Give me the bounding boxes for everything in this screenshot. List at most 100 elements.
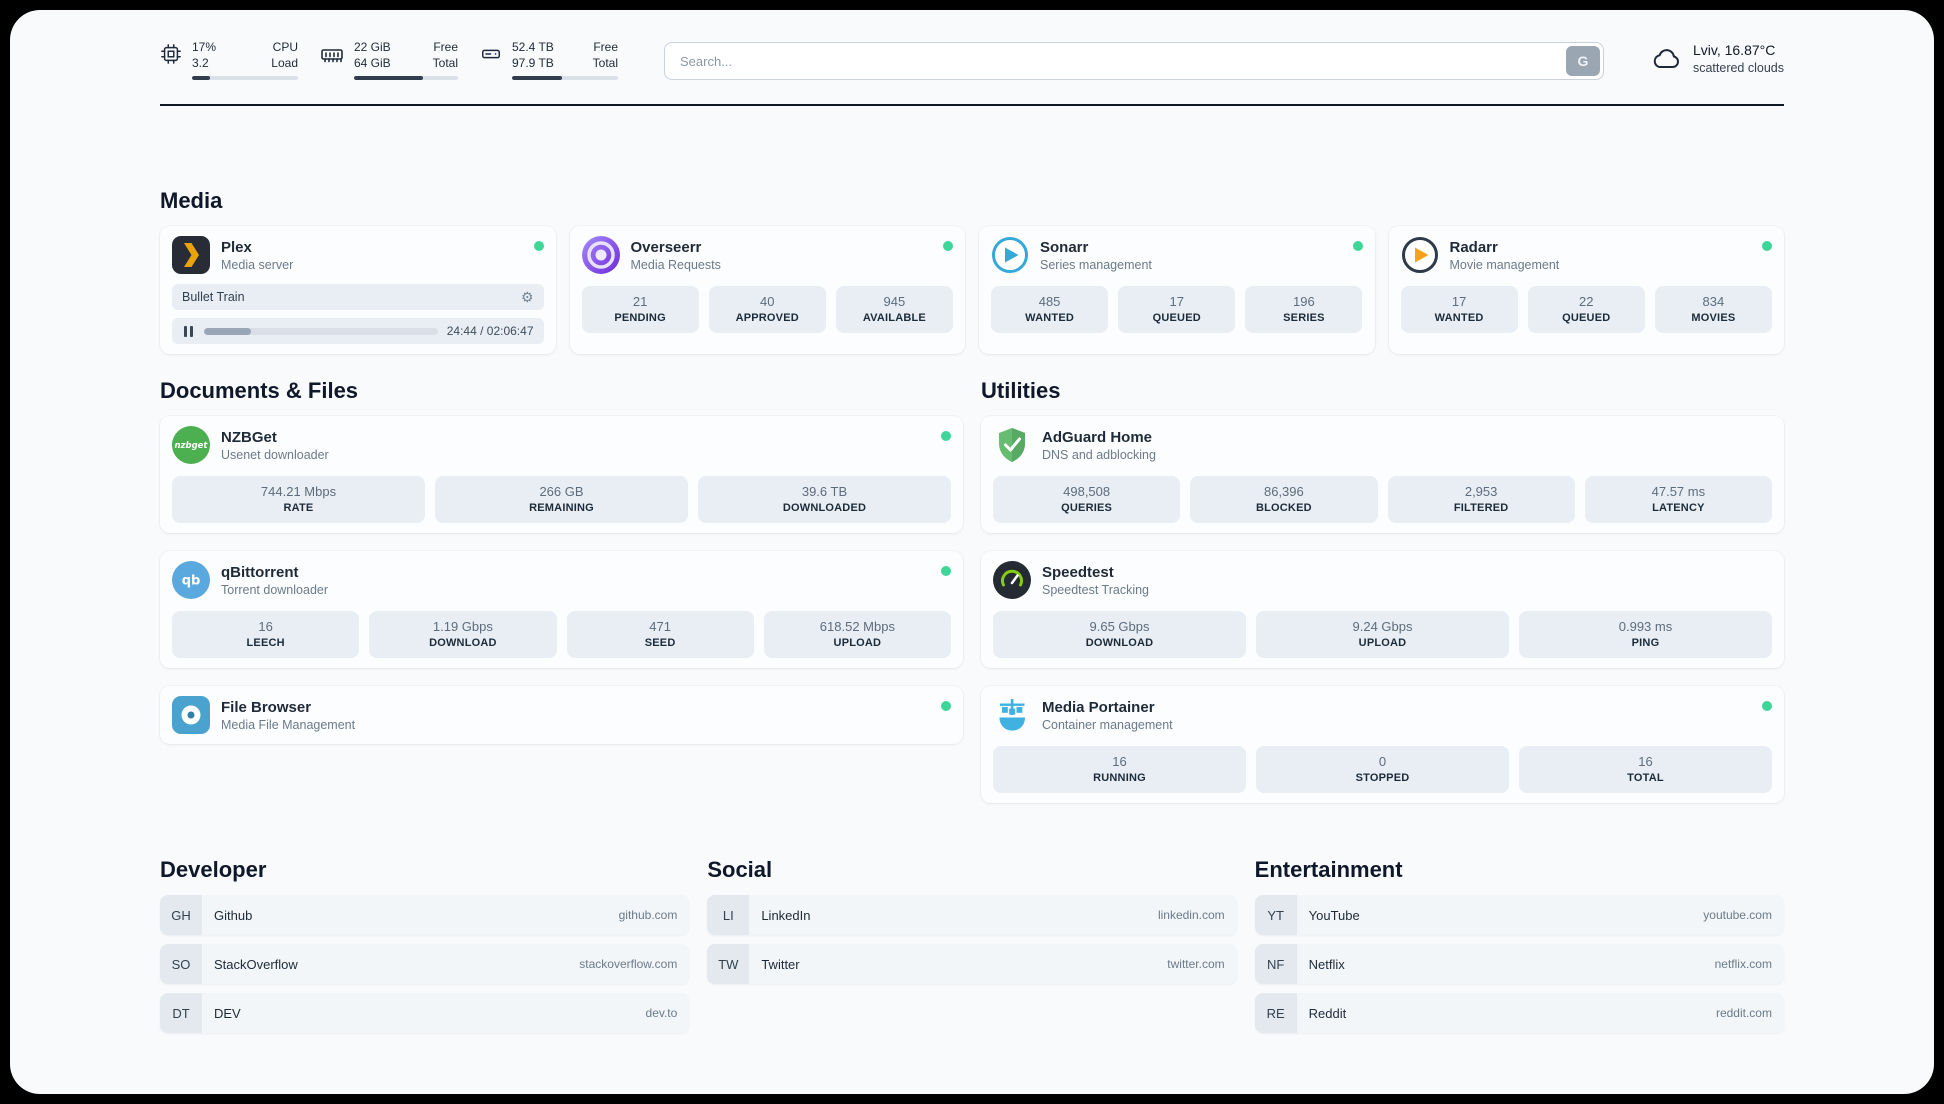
- bookmark-netflix[interactable]: NF Netflix netflix.com: [1254, 944, 1784, 985]
- stat-rate: 744.21 Mbps RATE: [172, 476, 425, 524]
- cpu-progress-fill: [192, 76, 211, 81]
- bookmark-name: StackOverflow: [214, 956, 298, 972]
- cpu-progress-track: [192, 76, 298, 81]
- stat-value: 39.6 TB: [801, 484, 848, 500]
- filebrowser-card[interactable]: File Browser Media File Management: [160, 686, 963, 745]
- bookmark-twitter[interactable]: TW Twitter twitter.com: [707, 944, 1237, 985]
- stat-value: 40: [760, 294, 775, 310]
- stats-row: 16 LEECH 1.19 Gbps DOWNLOAD 471 SEED 6: [172, 611, 951, 659]
- stat-label: MOVIES: [1691, 312, 1736, 325]
- radarr-card[interactable]: Radarr Movie management 17 WANTED 22 QUE…: [1388, 226, 1784, 355]
- stat-running: 16 RUNNING: [993, 746, 1246, 794]
- stat-label: DOWNLOADED: [782, 502, 867, 515]
- service-title: Media Portainer: [1042, 698, 1155, 716]
- speedtest-card[interactable]: Speedtest Speedtest Tracking 9.65 Gbps D…: [981, 551, 1784, 669]
- stat-value: 9.24 Gbps: [1352, 619, 1413, 635]
- plex-card[interactable]: Plex Media server Bullet Train ⚙: [160, 226, 556, 355]
- bookmark-abbr: SO: [160, 944, 202, 985]
- memory-progress-track: [354, 76, 458, 81]
- memory-total-label: Total: [432, 55, 458, 70]
- disk-icon: [482, 49, 500, 59]
- search-engine-button[interactable]: G: [1565, 46, 1600, 76]
- stat-value: 16: [1112, 754, 1127, 770]
- overseerr-card[interactable]: Overseerr Media Requests 21 PENDING 40 A…: [569, 226, 965, 355]
- stat-wanted: 17 WANTED: [1400, 286, 1518, 334]
- stat-seed: 471 SEED: [566, 611, 754, 659]
- filebrowser-icon: [172, 696, 210, 735]
- stat-downloaded: 39.6 TB DOWNLOADED: [698, 476, 951, 524]
- bookmark-github[interactable]: GH Github github.com: [160, 895, 690, 936]
- bookmark-youtube[interactable]: YT YouTube youtube.com: [1254, 895, 1784, 936]
- portainer-card[interactable]: Media Portainer Container management 16 …: [981, 686, 1784, 804]
- stat-available: 945 AVAILABLE: [835, 286, 953, 334]
- memory-total-value: 64 GiB: [354, 55, 391, 70]
- stats-row: 16 RUNNING 0 STOPPED 16 TOTAL: [993, 746, 1772, 794]
- dashboard-window: 17% 3.2 CPU Load: [10, 10, 1934, 1094]
- service-title: AdGuard Home: [1042, 428, 1153, 446]
- search-input[interactable]: [668, 53, 1566, 69]
- stat-pending: 21 PENDING: [581, 286, 699, 334]
- disk-total-value: 97.9 TB: [512, 55, 554, 70]
- stat-label: STOPPED: [1355, 772, 1410, 785]
- stat-leech: 16 LEECH: [172, 611, 360, 659]
- disk-progress-fill: [512, 76, 562, 81]
- speedtest-icon: [993, 561, 1031, 600]
- stat-label: BLOCKED: [1255, 502, 1312, 515]
- stat-stopped: 0 STOPPED: [1256, 746, 1509, 794]
- bookmark-linkedin[interactable]: LI LinkedIn linkedin.com: [707, 895, 1237, 936]
- stat-value: 47.57 ms: [1651, 484, 1706, 500]
- service-subtitle: Container management: [1042, 717, 1173, 732]
- bookmark-reddit[interactable]: RE Reddit reddit.com: [1254, 993, 1784, 1034]
- bookmark-abbr: RE: [1254, 993, 1297, 1034]
- disk-stat: 52.4 TB 97.9 TB Free Total: [480, 40, 618, 81]
- stats-row: 498,508 QUERIES 86,396 BLOCKED 2,953 FIL…: [993, 476, 1772, 524]
- stat-value: 485: [1038, 294, 1061, 310]
- stat-queued: 22 QUEUED: [1527, 286, 1645, 334]
- stat-value: 618.52 Mbps: [819, 619, 895, 635]
- stat-label: RUNNING: [1093, 772, 1146, 785]
- stat-label: LATENCY: [1652, 502, 1705, 515]
- cpu-percent: 17%: [192, 40, 217, 54]
- stat-label: SERIES: [1283, 312, 1325, 325]
- cpu-load-value: 3.2: [192, 55, 209, 70]
- sonarr-card[interactable]: Sonarr Series management 485 WANTED 17 Q…: [979, 226, 1375, 355]
- stat-value: 17: [1451, 294, 1467, 310]
- header-divider: [160, 104, 1784, 107]
- stat-label: UPLOAD: [1358, 637, 1407, 650]
- service-title: Sonarr: [1040, 238, 1089, 256]
- bookmark-stackoverflow[interactable]: SO StackOverflow stackoverflow.com: [160, 944, 690, 985]
- stats-row: 485 WANTED 17 QUEUED 196 SERIES: [991, 286, 1363, 334]
- bookmark-abbr: LI: [707, 895, 750, 936]
- nzbget-card[interactable]: nzbget NZBGet Usenet downloader 744.21 M…: [160, 416, 963, 534]
- pause-icon[interactable]: [182, 325, 195, 338]
- stat-label: AVAILABLE: [862, 312, 926, 325]
- gear-icon[interactable]: ⚙: [520, 289, 534, 306]
- stat-label: WANTED: [1434, 312, 1484, 325]
- stat-ping: 0.993 ms PING: [1519, 611, 1772, 659]
- stat-value: 16: [1638, 754, 1653, 770]
- service-subtitle: Series management: [1040, 257, 1152, 272]
- seek-bar[interactable]: [204, 327, 438, 335]
- adguard-card[interactable]: AdGuard Home DNS and adblocking 498,508 …: [981, 416, 1784, 534]
- bookmark-name: YouTube: [1308, 907, 1360, 923]
- service-title: Overseerr: [630, 238, 702, 256]
- qbittorrent-card[interactable]: qb qBittorrent Torrent downloader 16 LEE…: [160, 551, 963, 669]
- service-title: File Browser: [221, 698, 312, 716]
- social-section-title: Social: [707, 857, 773, 883]
- stat-label: DOWNLOAD: [429, 637, 497, 650]
- stat-value: 86,396: [1263, 484, 1304, 500]
- stat-upload: 618.52 Mbps UPLOAD: [763, 611, 951, 659]
- status-dot: [1762, 701, 1772, 712]
- stat-queued: 17 QUEUED: [1118, 286, 1236, 334]
- service-title: Radarr: [1449, 238, 1498, 256]
- cpu-stat: 17% 3.2 CPU Load: [160, 40, 298, 81]
- status-dot: [1762, 241, 1772, 252]
- memory-free-label: Free: [433, 40, 458, 54]
- weather-widget[interactable]: Lviv, 16.87°C scattered clouds: [1650, 42, 1784, 75]
- bookmark-domain: twitter.com: [1167, 957, 1225, 972]
- disk-total-label: Total: [592, 55, 618, 70]
- media-section-title: Media: [160, 188, 223, 214]
- seek-bar-fill: [204, 327, 251, 335]
- bookmark-dev[interactable]: DT DEV dev.to: [160, 993, 690, 1034]
- stat-label: TOTAL: [1627, 772, 1664, 785]
